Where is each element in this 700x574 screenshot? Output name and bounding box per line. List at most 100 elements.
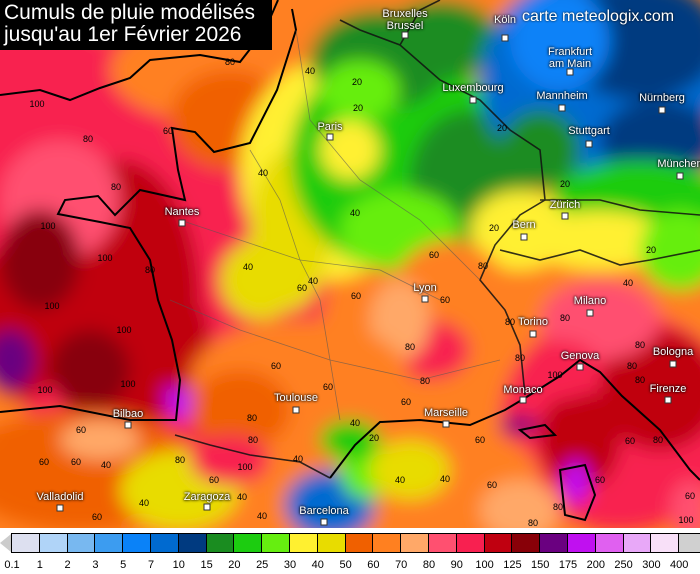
contour-label: 100 (44, 301, 60, 311)
city-marker (585, 140, 593, 148)
contour-label: 60 (400, 397, 412, 407)
rain-area (520, 340, 600, 400)
city-label: Paris (317, 121, 343, 133)
rain-area (0, 210, 80, 310)
contour-label: 80 (552, 502, 564, 512)
legend-tick-label: 15 (200, 559, 213, 571)
city-marker (421, 295, 429, 303)
contour-label: 100 (547, 370, 563, 380)
rain-area (0, 330, 35, 390)
legend-tick-label: 150 (531, 559, 550, 571)
contour-label: 20 (352, 103, 364, 113)
legend-swatch (234, 534, 263, 552)
city-label: Bern (512, 219, 536, 231)
city-label: Nantes (164, 206, 200, 218)
legend-tick-label: 60 (367, 559, 380, 571)
legend-swatch (567, 534, 596, 552)
legend-tick-label: 40 (311, 559, 324, 571)
city-label: Stuttgart (568, 125, 610, 137)
contour-label: 60 (208, 475, 220, 485)
contour-label: 20 (488, 223, 500, 233)
contour-label: 80 (626, 361, 638, 371)
city-label: Valladolid (36, 491, 84, 503)
city-label: Luxembourg (442, 82, 504, 94)
legend-bar (11, 533, 700, 553)
contour-label: 100 (97, 253, 113, 263)
legend-swatch (289, 534, 318, 552)
legend-swatch (206, 534, 235, 552)
legend-tick-label: 3 (92, 559, 99, 571)
contour-label: 80 (514, 353, 526, 363)
rain-area (370, 280, 430, 360)
city-label: Marseille (423, 407, 469, 419)
legend-tick-label: 200 (586, 559, 605, 571)
rainfall-field (0, 0, 700, 528)
rain-area (220, 240, 300, 320)
contour-label: 40 (349, 418, 361, 428)
contour-label: 40 (439, 474, 451, 484)
contour-label: 40 (292, 454, 304, 464)
legend-tick-label: 0.1 (4, 559, 20, 571)
region-borders (169, 29, 501, 421)
contour-label: 40 (242, 262, 254, 272)
city-label: Barcelona (299, 505, 349, 517)
city-label: Milano (573, 295, 607, 307)
city-label: Firenze (649, 383, 687, 395)
contour-label: 100 (678, 515, 694, 525)
legend-swatch (178, 534, 207, 552)
legend-swatch (512, 534, 541, 552)
legend-swatch (401, 534, 429, 552)
color-legend: 0.1 1 2 3 5 7 10 15 20 25 30 40 50 60 70 80 90 100 125 150 1… (0, 528, 700, 574)
city-label: Lyon (413, 282, 437, 294)
city-marker (586, 309, 594, 317)
rain-area (320, 420, 380, 460)
legend-tick-label: 20 (228, 559, 241, 571)
rain-area (540, 280, 660, 360)
contour-label: 100 (29, 99, 45, 109)
city-label: Bruxelles Brussel (382, 8, 428, 32)
legend-tick-label: 2 (64, 559, 71, 571)
contour-label: 20 (496, 123, 508, 133)
city-marker (178, 219, 186, 227)
contour-label: 40 (307, 276, 319, 286)
city-label: Toulouse (273, 392, 319, 404)
legend-tick-label: 7 (147, 559, 155, 571)
rain-area (640, 210, 700, 290)
contour-label: 80 (477, 261, 489, 271)
legend-swatch (623, 534, 652, 552)
contour-label: 80 (527, 518, 539, 528)
legend-swatch (456, 534, 485, 552)
city-label: Genova (560, 350, 600, 362)
legend-swatch (123, 534, 151, 552)
brand-watermark: carte meteologix.com (522, 8, 675, 25)
rain-area (600, 100, 700, 180)
contour-label: 100 (237, 462, 253, 472)
legend-tick-label: 30 (283, 559, 297, 571)
city-marker (669, 360, 677, 368)
city-marker (520, 233, 528, 241)
contour-label: 80 (404, 342, 416, 352)
rain-area (470, 190, 570, 270)
contour-label: 60 (91, 512, 103, 522)
contour-label: 80 (559, 313, 571, 323)
legend-tick-label: 90 (450, 559, 463, 571)
contour-label: 20 (351, 77, 363, 87)
city-marker (326, 133, 334, 141)
legend-arrow-low (0, 534, 11, 552)
city-marker (292, 406, 300, 414)
rain-area (480, 480, 560, 528)
city-label: Mannheim (536, 90, 588, 102)
contour-label: 60 (162, 126, 174, 136)
city-marker (561, 212, 569, 220)
rain-area (370, 440, 450, 500)
contour-label: 60 (296, 283, 308, 293)
legend-tick-label: 10 (172, 559, 185, 571)
city-marker (442, 420, 450, 428)
legend-tick-label: 300 (642, 559, 661, 571)
legend-swatch (150, 534, 179, 552)
city-label: Bologna (652, 346, 694, 358)
contour-label: 80 (144, 265, 156, 275)
contour-label: 80 (82, 134, 94, 144)
contour-label: 80 (652, 435, 664, 445)
city-label: Zaragoza (183, 491, 231, 503)
